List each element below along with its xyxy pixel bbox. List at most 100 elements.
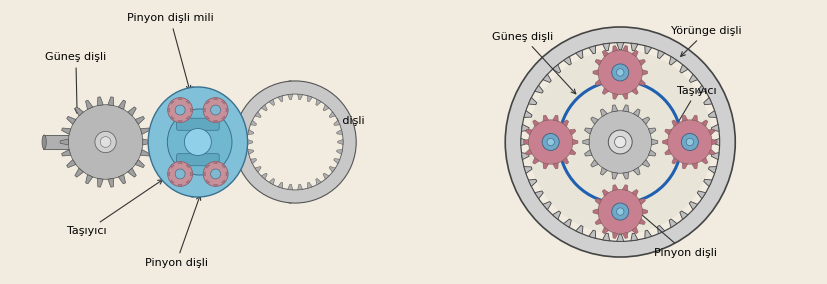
Circle shape: [203, 162, 228, 186]
Polygon shape: [639, 60, 645, 65]
Polygon shape: [617, 43, 624, 50]
Polygon shape: [222, 101, 225, 104]
Polygon shape: [645, 46, 652, 54]
Polygon shape: [639, 219, 645, 224]
Polygon shape: [576, 50, 583, 59]
Polygon shape: [255, 112, 261, 118]
Circle shape: [175, 169, 185, 179]
Polygon shape: [623, 232, 628, 238]
Polygon shape: [613, 46, 618, 52]
Polygon shape: [612, 105, 618, 112]
Text: Pinyon dişli mili: Pinyon dişli mili: [127, 13, 213, 90]
Polygon shape: [213, 184, 218, 186]
Polygon shape: [171, 116, 174, 119]
Polygon shape: [652, 139, 657, 145]
Polygon shape: [692, 115, 697, 121]
Polygon shape: [269, 99, 275, 105]
Polygon shape: [251, 120, 256, 126]
Polygon shape: [543, 115, 548, 121]
Polygon shape: [127, 168, 136, 177]
Polygon shape: [562, 120, 569, 126]
Polygon shape: [533, 158, 539, 164]
Polygon shape: [207, 165, 210, 168]
Polygon shape: [709, 167, 716, 174]
Polygon shape: [617, 234, 624, 241]
Text: Yörünge dişli: Yörünge dişli: [294, 116, 365, 136]
Polygon shape: [680, 211, 688, 220]
Circle shape: [203, 98, 228, 122]
Polygon shape: [595, 219, 601, 224]
Polygon shape: [709, 129, 715, 135]
Ellipse shape: [277, 81, 304, 203]
Polygon shape: [533, 120, 539, 126]
Ellipse shape: [280, 81, 308, 203]
Ellipse shape: [284, 81, 312, 203]
Polygon shape: [85, 100, 93, 109]
Polygon shape: [67, 160, 76, 168]
Polygon shape: [709, 149, 715, 155]
Polygon shape: [171, 180, 174, 183]
Text: Yörünge dişli: Yörünge dişli: [672, 26, 742, 57]
FancyBboxPatch shape: [177, 154, 219, 166]
Polygon shape: [251, 158, 256, 164]
Polygon shape: [633, 109, 640, 116]
Polygon shape: [595, 199, 601, 204]
Circle shape: [528, 50, 713, 234]
Circle shape: [505, 27, 735, 257]
Polygon shape: [589, 230, 595, 238]
Ellipse shape: [598, 189, 643, 234]
Polygon shape: [323, 105, 329, 111]
Polygon shape: [178, 184, 182, 186]
Polygon shape: [552, 64, 561, 73]
Ellipse shape: [528, 120, 573, 164]
Text: Taşıyıcı: Taşıyıcı: [66, 180, 163, 236]
Polygon shape: [643, 209, 648, 214]
Polygon shape: [680, 64, 688, 73]
Polygon shape: [337, 149, 342, 154]
Circle shape: [617, 208, 624, 215]
Polygon shape: [590, 117, 599, 124]
Circle shape: [609, 130, 632, 154]
Polygon shape: [298, 184, 303, 190]
Polygon shape: [85, 175, 93, 184]
Polygon shape: [62, 128, 71, 134]
Polygon shape: [711, 153, 719, 160]
Polygon shape: [278, 96, 283, 102]
Polygon shape: [171, 101, 174, 104]
Ellipse shape: [589, 111, 652, 173]
Polygon shape: [171, 165, 174, 168]
Polygon shape: [535, 191, 543, 199]
Circle shape: [521, 43, 719, 241]
FancyBboxPatch shape: [177, 118, 219, 130]
Polygon shape: [602, 88, 609, 95]
Circle shape: [543, 133, 559, 151]
Circle shape: [168, 162, 193, 186]
Polygon shape: [603, 43, 609, 51]
Ellipse shape: [179, 87, 207, 197]
Polygon shape: [612, 172, 618, 179]
Polygon shape: [662, 139, 668, 145]
Polygon shape: [669, 219, 677, 227]
Polygon shape: [248, 149, 254, 154]
Polygon shape: [631, 233, 638, 241]
Polygon shape: [697, 85, 705, 93]
Polygon shape: [521, 124, 529, 131]
Polygon shape: [589, 46, 595, 54]
Polygon shape: [526, 129, 532, 135]
Polygon shape: [665, 129, 672, 135]
Polygon shape: [613, 232, 618, 238]
Polygon shape: [562, 158, 569, 164]
Polygon shape: [593, 70, 598, 75]
Polygon shape: [563, 57, 571, 65]
Polygon shape: [141, 150, 150, 156]
Polygon shape: [98, 97, 103, 106]
Polygon shape: [213, 98, 218, 100]
Polygon shape: [613, 93, 618, 99]
Circle shape: [612, 64, 629, 81]
Polygon shape: [528, 97, 537, 105]
Circle shape: [234, 81, 356, 203]
Polygon shape: [288, 94, 293, 100]
Polygon shape: [261, 173, 267, 179]
Polygon shape: [689, 74, 698, 82]
Polygon shape: [613, 185, 618, 191]
